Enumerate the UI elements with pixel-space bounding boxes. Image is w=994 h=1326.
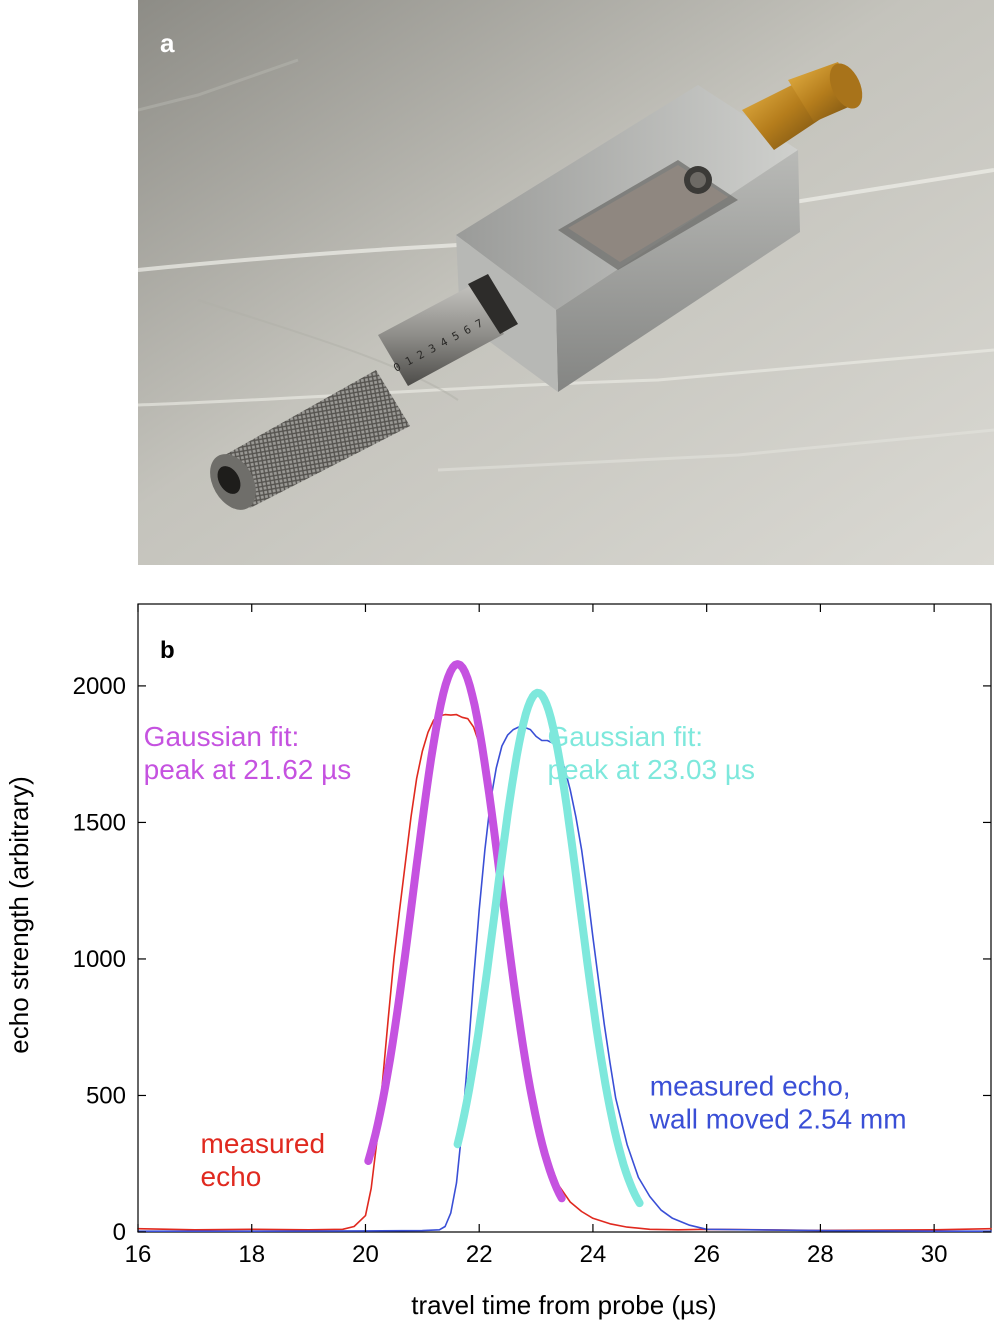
annotation-line: peak at 21.62 µs (144, 754, 352, 785)
x-tick-label: 24 (580, 1241, 607, 1268)
annotation-measured-echo: measured echo (201, 1128, 326, 1192)
y-axis-label: echo strength (arbitrary) (4, 776, 34, 1053)
annotation-line: measured (201, 1128, 326, 1159)
annotation-line: peak at 23.03 µs (547, 754, 755, 785)
x-tick-label: 28 (807, 1241, 834, 1268)
panel-label-b: b (160, 637, 175, 664)
y-tick-label: 2000 (73, 673, 126, 700)
annotation-line: Gaussian fit: (547, 721, 703, 752)
y-tick-label: 1500 (73, 809, 126, 836)
series-line-gaussian-fit-peak-at-21-62-s (364, 660, 566, 1203)
panel-label-a: a (160, 28, 175, 58)
axis-layer: 16 18 20 22 24 26 28 30 0 500 1000 1500 2000 (73, 604, 991, 1268)
micrometer-probe-photo-icon: 0 1 2 3 4 5 6 7 (138, 0, 994, 565)
x-tick-label: 16 (125, 1241, 152, 1268)
x-tick-label: 30 (921, 1241, 948, 1268)
annotation-measured-echo-wall-moved-2-54-mm: measured echo, wall moved 2.54 mm (649, 1070, 907, 1134)
annotation-line: measured echo, (650, 1070, 851, 1101)
annotation-gaussian-fit-peak-at-23-03-s: Gaussian fit: peak at 23.03 µs (547, 721, 755, 785)
x-tick-label: 22 (466, 1241, 493, 1268)
y-tick-label: 0 (113, 1219, 126, 1246)
x-tick-label: 26 (693, 1241, 720, 1268)
x-axis-label: travel time from probe (µs) (411, 1290, 716, 1320)
y-tick-label: 500 (86, 1082, 126, 1109)
annotation-gaussian-fit-peak-at-21-62-s: Gaussian fit: peak at 21.62 µs (144, 721, 352, 785)
annotation-line: Gaussian fit: (144, 721, 300, 752)
series-line-gaussian-fit-peak-at-23-03-s (453, 688, 644, 1208)
micrometer-probe-photo: 0 1 2 3 4 5 6 7 (138, 0, 994, 565)
annotation-line: echo (201, 1161, 262, 1192)
echo-chart: 16 18 20 22 24 26 28 30 0 500 1000 1500 2000 Gaussia… (4, 603, 992, 1320)
annotation-line: wall moved 2.54 mm (649, 1103, 907, 1134)
x-tick-label: 20 (352, 1241, 379, 1268)
series-layer (137, 660, 992, 1232)
plot-frame (137, 603, 992, 1233)
y-tick-label: 1000 (73, 946, 126, 973)
series-line-measured-echo-wall-moved-2-54-mm (137, 726, 992, 1232)
x-tick-label: 18 (238, 1241, 265, 1268)
